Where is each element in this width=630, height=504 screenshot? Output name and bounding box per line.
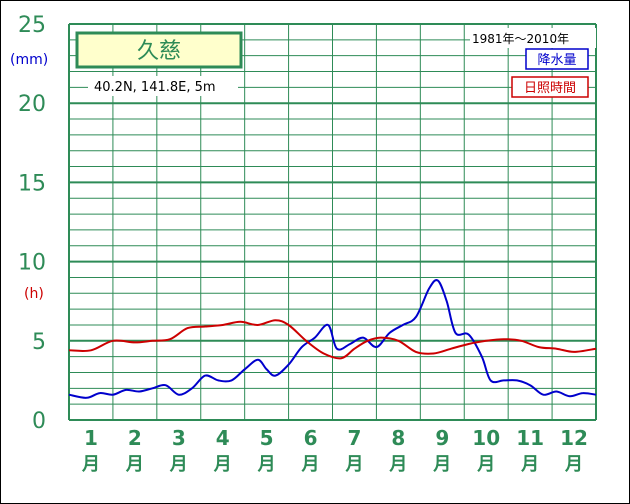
station-coords: 40.2N, 141.8E, 5m [94,80,216,95]
station-name-box [75,31,243,69]
x-tick-unit: 月 [344,454,363,475]
legend-sunshine-label: 日照時間 [524,81,576,96]
x-tick-unit: 月 [257,454,276,475]
y-tick-label: 10 [18,251,46,276]
x-tick-label: 6 [304,426,318,450]
x-tick-label: 5 [260,426,274,450]
x-tick-unit: 月 [301,454,320,475]
x-tick-label: 8 [391,426,405,450]
y-axis-ticks: 0 5 10 15 20 25 [18,13,46,434]
x-axis-ticks: 1 月 2 月 3 月 4 月 5 月 6 月 7 月 8 月 9 月 10 月 11 月 12 月 [81,426,588,475]
sunshine-line [68,319,597,360]
x-tick-label: 3 [172,426,186,450]
precip-unit-label: (mm) [10,52,48,68]
period-label: 1981年〜2010年 [472,32,569,46]
series-lines [68,279,597,399]
x-tick-unit: 月 [81,454,100,475]
coords-box [88,76,238,96]
station-name: 久慈 [137,39,181,64]
x-tick-unit: 月 [476,454,495,475]
legend-sunshine-box [511,76,589,98]
y-tick-label: 0 [32,409,46,434]
x-tick-label: 1 [84,426,98,450]
period-box [470,28,596,48]
y-tick-label: 5 [32,330,46,355]
x-tick-label: 10 [472,426,500,450]
x-tick-unit: 月 [213,454,232,475]
y-tick-label: 25 [18,13,46,38]
x-tick-label: 2 [128,426,142,450]
legend-precip-label: 降水量 [537,53,576,68]
x-tick-label: 7 [347,426,361,450]
legend-precip-box [525,48,589,70]
sunshine-unit-label: (h) [24,286,44,302]
x-tick-unit: 月 [564,454,583,475]
x-tick-unit: 月 [432,454,451,475]
x-tick-unit: 月 [520,454,539,475]
x-tick-label: 11 [516,426,544,450]
x-tick-unit: 月 [169,454,188,475]
x-tick-label: 12 [560,426,588,450]
y-tick-label: 15 [18,171,46,196]
y-tick-label: 20 [18,92,46,117]
x-tick-label: 9 [435,426,449,450]
x-tick-label: 4 [216,426,230,450]
grid [68,23,597,421]
x-tick-unit: 月 [125,454,144,475]
precipitation-line [68,279,597,399]
x-tick-unit: 月 [388,454,407,475]
